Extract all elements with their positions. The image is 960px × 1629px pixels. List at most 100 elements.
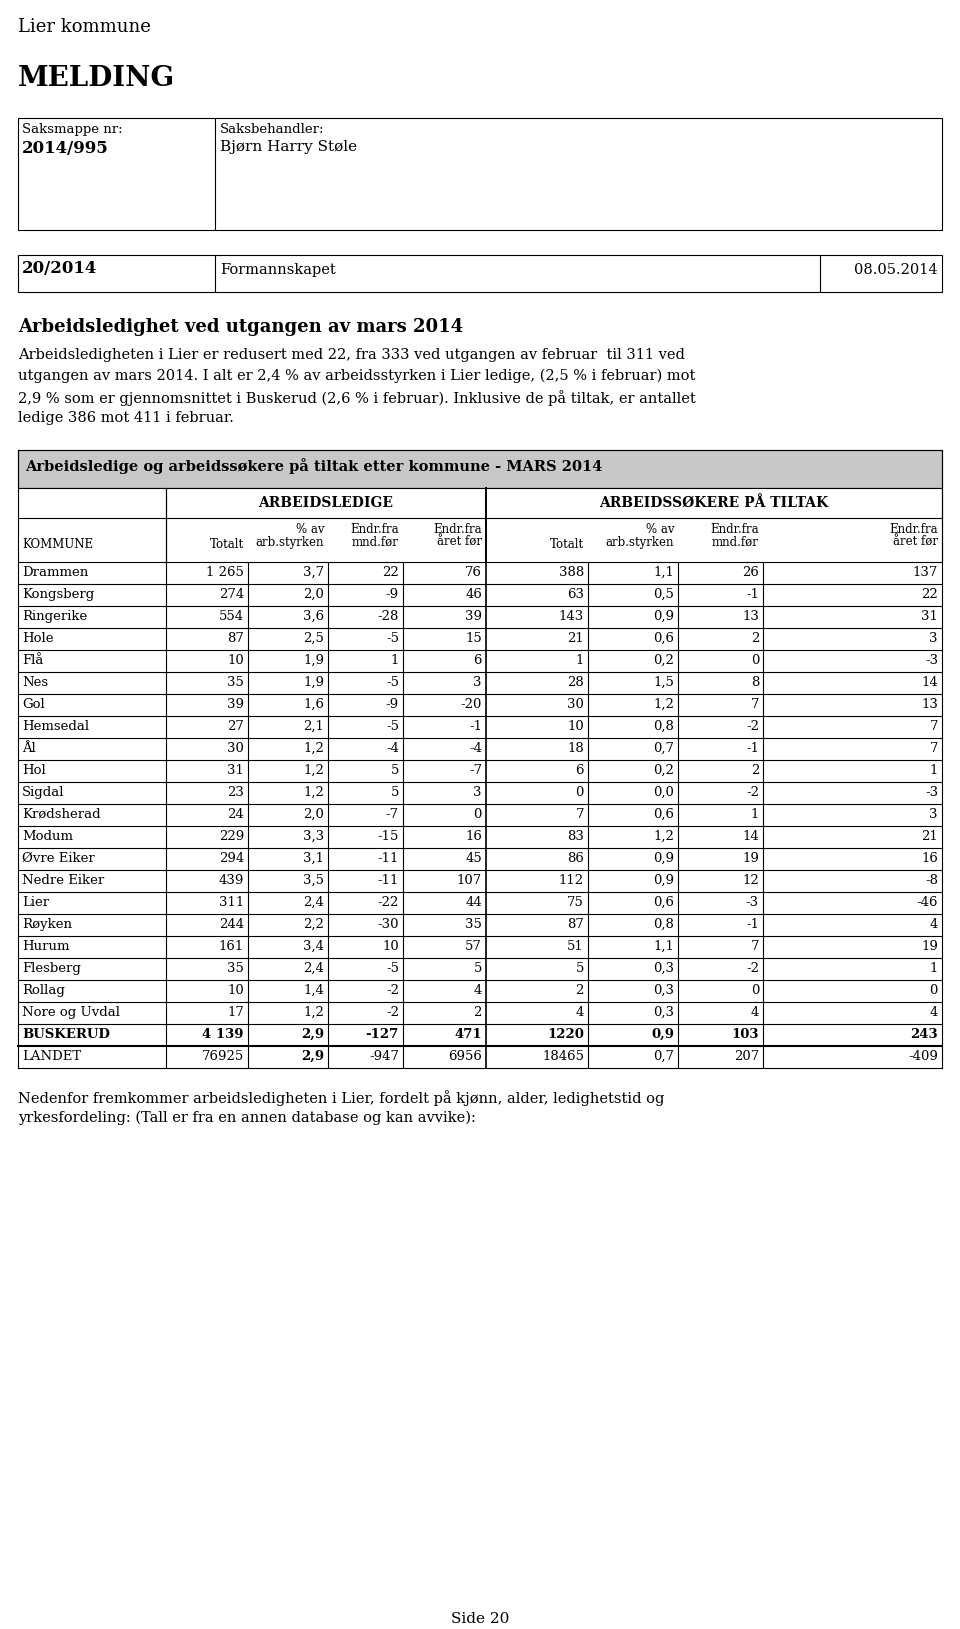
Text: 3,6: 3,6 (302, 609, 324, 622)
Text: -2: -2 (746, 787, 759, 798)
Text: BUSKERUD: BUSKERUD (22, 1028, 109, 1041)
Text: 0,0: 0,0 (653, 787, 674, 798)
Text: 1 265: 1 265 (206, 565, 244, 578)
Text: 4: 4 (751, 1007, 759, 1020)
Text: 13: 13 (922, 697, 938, 710)
Text: LANDET: LANDET (22, 1051, 82, 1064)
Text: 1,2: 1,2 (303, 787, 324, 798)
Text: arb.styrken: arb.styrken (606, 536, 674, 549)
Text: Hurum: Hurum (22, 940, 69, 953)
Text: 3: 3 (929, 632, 938, 645)
Text: Ål: Ål (22, 741, 36, 754)
Text: 87: 87 (567, 919, 584, 932)
Text: 51: 51 (567, 940, 584, 953)
Text: -30: -30 (377, 919, 399, 932)
Text: -1: -1 (469, 720, 482, 733)
Text: ledige 386 mot 411 i februar.: ledige 386 mot 411 i februar. (18, 411, 234, 425)
Text: Drammen: Drammen (22, 565, 88, 578)
Text: 0,3: 0,3 (653, 963, 674, 976)
Text: 0,6: 0,6 (653, 632, 674, 645)
Text: Sigdal: Sigdal (22, 787, 64, 798)
Text: 0,9: 0,9 (653, 875, 674, 888)
Bar (18, 117, 942, 230)
Text: 3,7: 3,7 (302, 565, 324, 578)
Text: 6: 6 (575, 764, 584, 777)
Text: 294: 294 (219, 852, 244, 865)
Text: 1,9: 1,9 (303, 676, 324, 689)
Text: 311: 311 (219, 896, 244, 909)
Text: Lier: Lier (22, 896, 49, 909)
Text: 5: 5 (576, 963, 584, 976)
Text: 243: 243 (910, 1028, 938, 1041)
Text: Bjørn Harry Støle: Bjørn Harry Støle (220, 140, 357, 155)
Text: 3: 3 (929, 808, 938, 821)
Text: -22: -22 (377, 896, 399, 909)
Text: året før: året før (437, 536, 482, 549)
Text: 4: 4 (929, 919, 938, 932)
Text: 19: 19 (742, 852, 759, 865)
Text: 4 139: 4 139 (203, 1028, 244, 1041)
Text: 0,3: 0,3 (653, 1007, 674, 1020)
Text: Arbeidsledige og arbeidssøkere på tiltak etter kommune - MARS 2014: Arbeidsledige og arbeidssøkere på tiltak… (25, 458, 602, 474)
Text: 207: 207 (733, 1051, 759, 1064)
Text: 4: 4 (929, 1007, 938, 1020)
Text: 22: 22 (382, 565, 399, 578)
Text: året før: året før (893, 536, 938, 549)
Text: -1: -1 (746, 588, 759, 601)
Text: 0,2: 0,2 (653, 653, 674, 666)
Text: 274: 274 (219, 588, 244, 601)
Text: 19: 19 (922, 940, 938, 953)
Text: Endr.fra: Endr.fra (710, 523, 759, 536)
Text: 10: 10 (567, 720, 584, 733)
Text: 0,5: 0,5 (653, 588, 674, 601)
Text: 2: 2 (751, 632, 759, 645)
Text: 0: 0 (576, 787, 584, 798)
Text: 8: 8 (751, 676, 759, 689)
Text: 2,4: 2,4 (303, 896, 324, 909)
Text: MELDING: MELDING (18, 65, 176, 91)
Text: -5: -5 (386, 963, 399, 976)
Text: 3,4: 3,4 (303, 940, 324, 953)
Text: 388: 388 (559, 565, 584, 578)
Text: 0,7: 0,7 (653, 741, 674, 754)
Text: Øvre Eiker: Øvre Eiker (22, 852, 95, 865)
Text: -15: -15 (377, 831, 399, 842)
Text: 16: 16 (466, 831, 482, 842)
Text: 107: 107 (457, 875, 482, 888)
Text: 137: 137 (913, 565, 938, 578)
Text: 28: 28 (567, 676, 584, 689)
Text: -7: -7 (386, 808, 399, 821)
Text: 6956: 6956 (448, 1051, 482, 1064)
Text: 35: 35 (228, 676, 244, 689)
Text: -9: -9 (386, 697, 399, 710)
Text: 7: 7 (751, 940, 759, 953)
Text: 0: 0 (929, 984, 938, 997)
Text: 7: 7 (751, 697, 759, 710)
Text: -5: -5 (386, 676, 399, 689)
Text: Røyken: Røyken (22, 919, 72, 932)
Text: -127: -127 (366, 1028, 399, 1041)
Text: 5: 5 (391, 787, 399, 798)
Text: 26: 26 (742, 565, 759, 578)
Text: 4: 4 (473, 984, 482, 997)
Text: 143: 143 (559, 609, 584, 622)
Text: 16: 16 (922, 852, 938, 865)
Text: % av: % av (645, 523, 674, 536)
Text: Modum: Modum (22, 831, 73, 842)
Text: 2014/995: 2014/995 (22, 140, 108, 156)
Text: 103: 103 (732, 1028, 759, 1041)
Text: 83: 83 (567, 831, 584, 842)
Text: -947: -947 (369, 1051, 399, 1064)
Text: 1220: 1220 (547, 1028, 584, 1041)
Text: 13: 13 (742, 609, 759, 622)
Text: -1: -1 (746, 741, 759, 754)
Text: 21: 21 (922, 831, 938, 842)
Text: -4: -4 (469, 741, 482, 754)
Text: 439: 439 (219, 875, 244, 888)
Text: 2,0: 2,0 (303, 808, 324, 821)
Text: Gol: Gol (22, 697, 45, 710)
Text: 3,5: 3,5 (303, 875, 324, 888)
Text: 08.05.2014: 08.05.2014 (854, 262, 938, 277)
Text: 1: 1 (929, 963, 938, 976)
Text: Endr.fra: Endr.fra (350, 523, 399, 536)
